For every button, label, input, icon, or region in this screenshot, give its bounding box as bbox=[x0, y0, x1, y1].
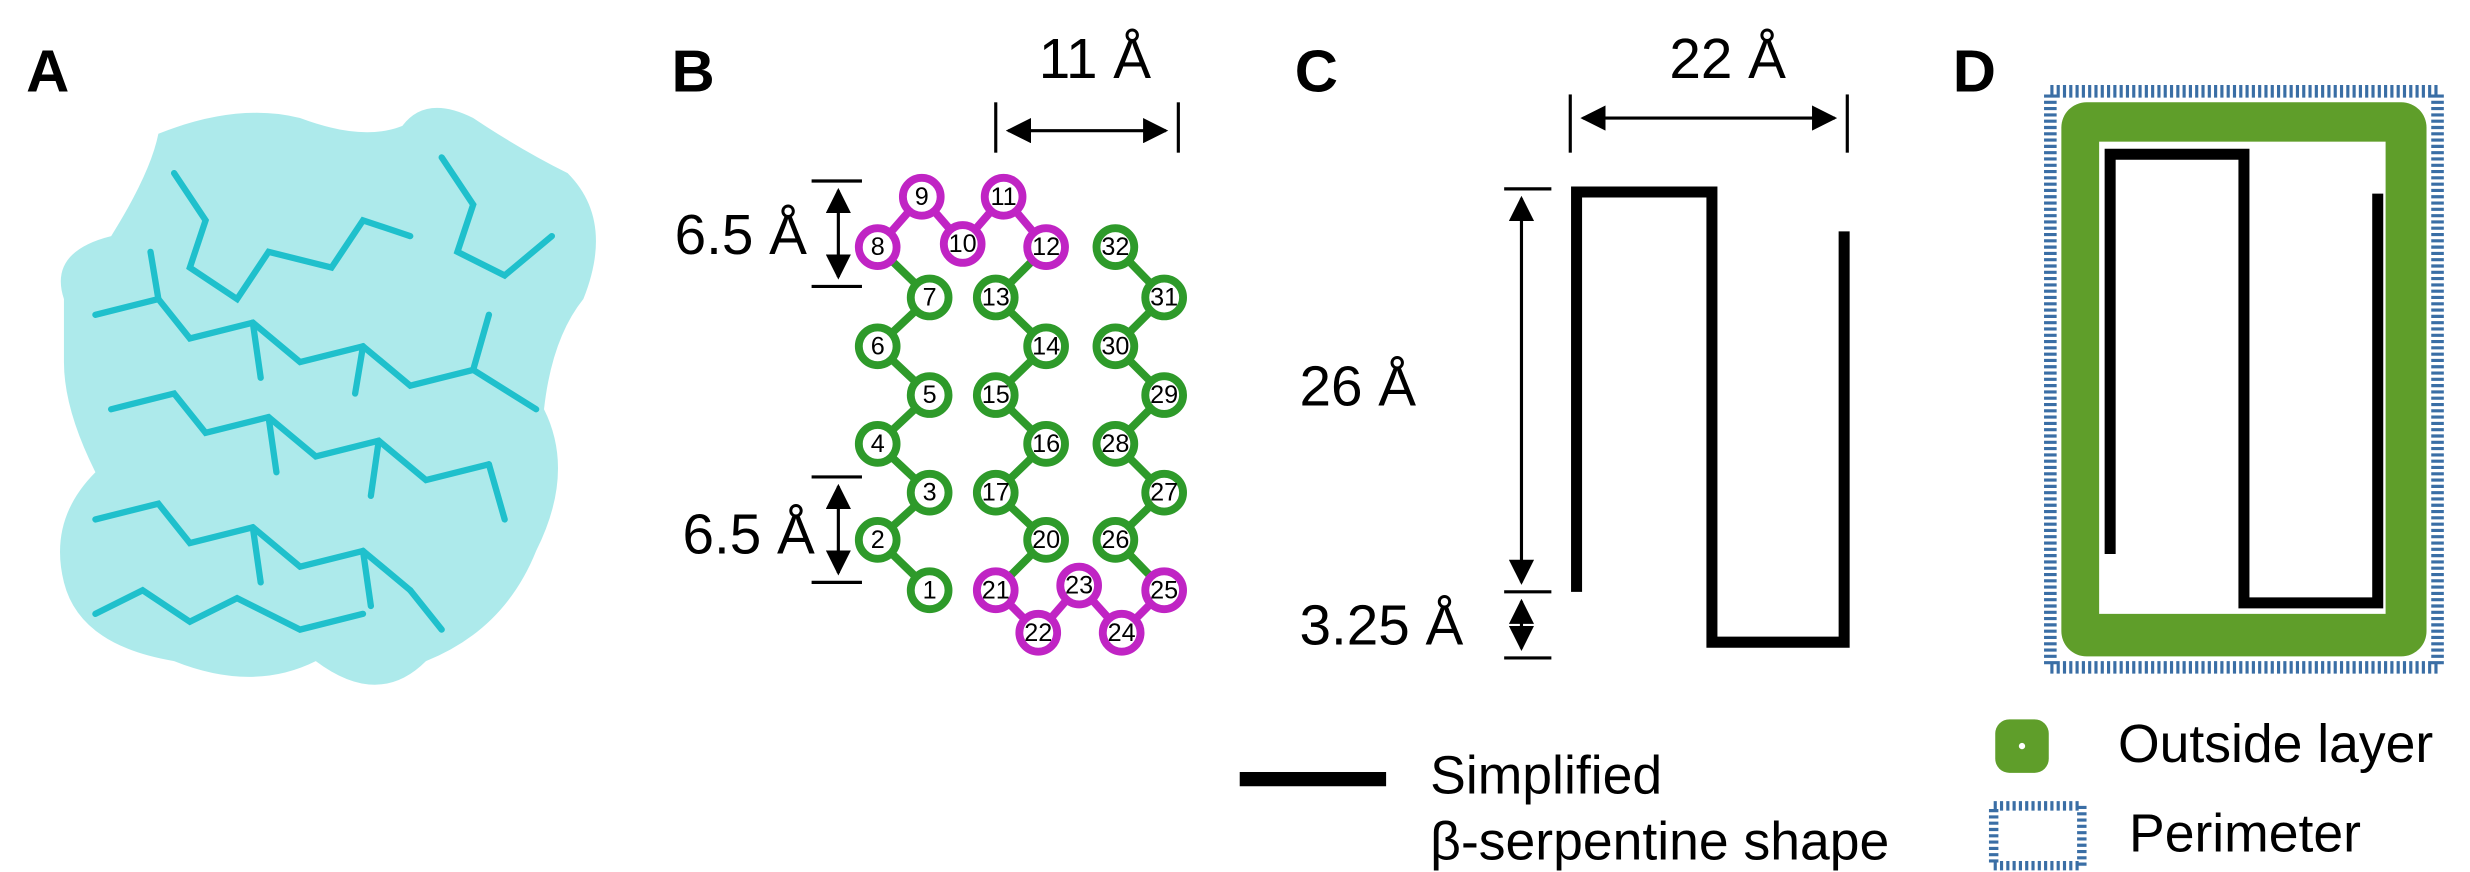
residue-label: 28 bbox=[1101, 430, 1129, 458]
legend-label: Perimeter bbox=[2129, 805, 2361, 864]
residue-label: 2 bbox=[871, 526, 885, 554]
residue-label: 23 bbox=[1065, 572, 1093, 600]
legend-swatch bbox=[1994, 806, 2082, 866]
panel-label: D bbox=[1953, 37, 1996, 104]
serpentine-shape bbox=[1577, 192, 1845, 642]
molecule-surface bbox=[60, 108, 596, 685]
legend-label: Simplified bbox=[1430, 746, 1662, 805]
residue-label: 29 bbox=[1150, 381, 1178, 409]
residue-label: 4 bbox=[871, 430, 885, 458]
legend-swatch-dot bbox=[2019, 743, 2025, 749]
residue-label: 22 bbox=[1024, 619, 1052, 647]
legend-label: Outside layer bbox=[2118, 715, 2433, 774]
residue-label: 16 bbox=[1032, 430, 1060, 458]
residue-label: 3 bbox=[923, 479, 937, 507]
dimension-label: 3.25 Å bbox=[1299, 595, 1463, 658]
dimension-label: 6.5 Å bbox=[682, 503, 815, 566]
residue-label: 21 bbox=[982, 576, 1010, 604]
residue-network: 1234567891011121314151617202122232425262… bbox=[859, 178, 1183, 652]
panel-label: C bbox=[1295, 37, 1338, 104]
residue-label: 27 bbox=[1150, 479, 1178, 507]
residue-label: 12 bbox=[1032, 233, 1060, 261]
legend-label: β-serpentine shape bbox=[1430, 812, 1889, 871]
residue-label: 1 bbox=[923, 576, 937, 604]
residue-label: 11 bbox=[991, 183, 1017, 211]
residue-label: 6 bbox=[871, 332, 885, 360]
residue-label: 8 bbox=[871, 233, 885, 261]
residue-label: 9 bbox=[915, 183, 929, 211]
dimension-label: 6.5 Å bbox=[675, 204, 808, 267]
residue-label: 5 bbox=[923, 381, 937, 409]
residue-label: 17 bbox=[982, 479, 1010, 507]
residue-label: 26 bbox=[1101, 526, 1129, 554]
residue-label: 20 bbox=[1032, 526, 1060, 554]
dimension-lines bbox=[1504, 94, 1847, 657]
residue-label: 31 bbox=[1150, 283, 1178, 311]
panel-label: B bbox=[672, 37, 715, 104]
residue-label: 15 bbox=[982, 381, 1010, 409]
residue-label: 30 bbox=[1101, 332, 1129, 360]
residue-label: 13 bbox=[982, 283, 1010, 311]
residue-label: 14 bbox=[1032, 332, 1060, 360]
residue-label: 32 bbox=[1101, 233, 1129, 261]
dimension-label: 26 Å bbox=[1299, 355, 1416, 418]
panel-label: A bbox=[26, 37, 69, 104]
dimension-label: 22 Å bbox=[1669, 28, 1786, 91]
residue-label: 10 bbox=[949, 230, 977, 258]
figure: A B C D 11 Å 6.5 Å 6.5 Å 123456789101112… bbox=[0, 0, 2470, 872]
residue-label: 25 bbox=[1150, 576, 1178, 604]
residue-label: 7 bbox=[923, 283, 937, 311]
dimension-label: 11 Å bbox=[1039, 28, 1152, 91]
residue-label: 24 bbox=[1108, 619, 1136, 647]
